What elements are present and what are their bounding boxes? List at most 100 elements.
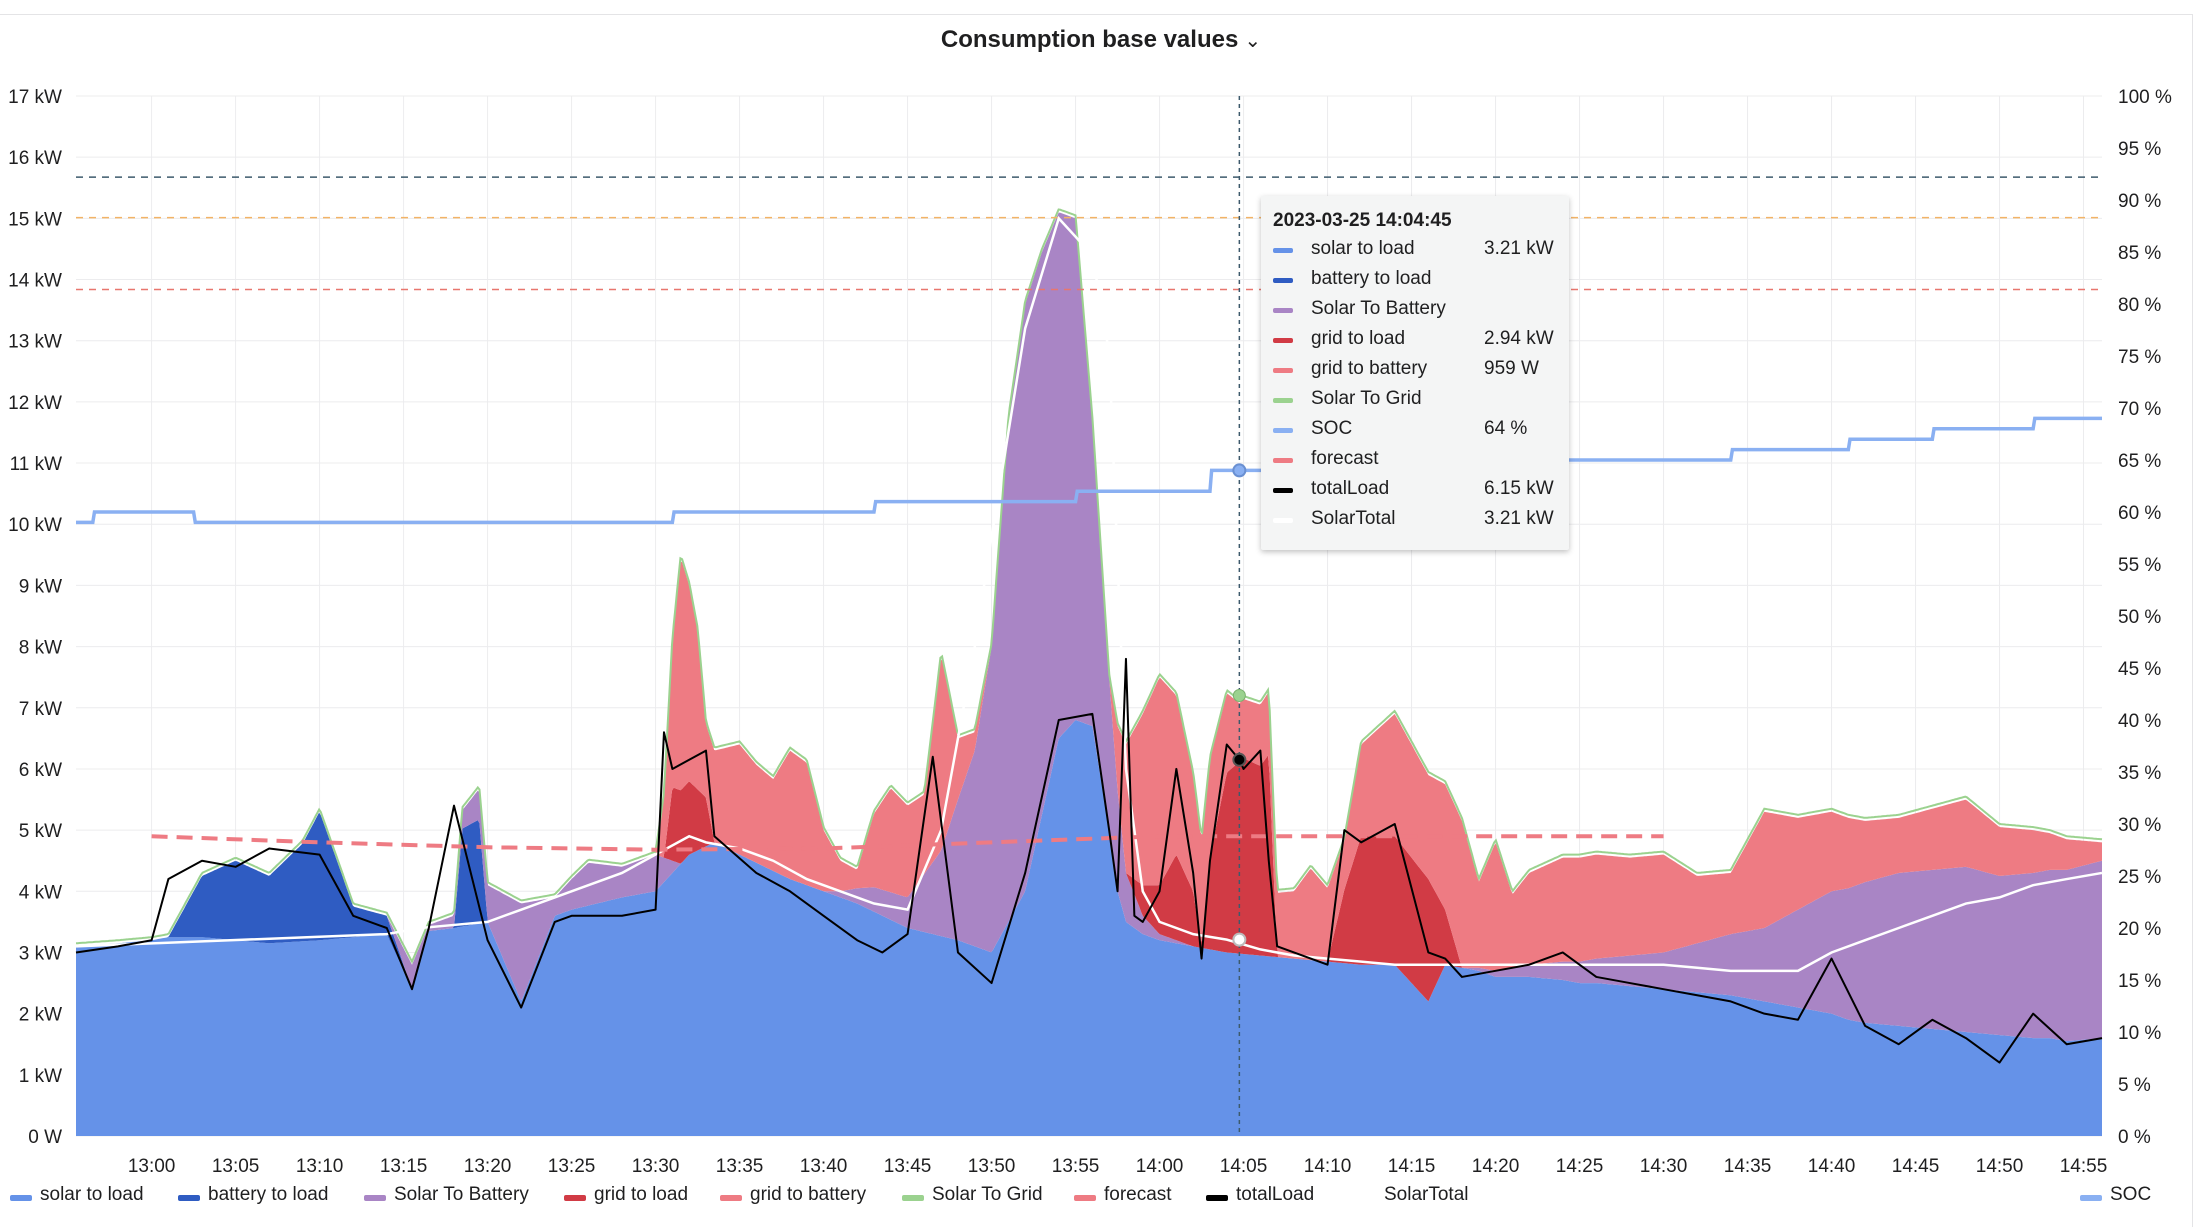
y-left-tick-label: 17 kW — [8, 87, 62, 108]
tooltip-swatch — [1273, 518, 1293, 523]
tooltip-swatch — [1273, 428, 1293, 433]
y-right-tick-label: 60 % — [2118, 503, 2161, 524]
x-tick-label: 14:10 — [1304, 1156, 1352, 1177]
x-tick-label: 14:55 — [2060, 1156, 2108, 1177]
x-tick-label: 14:00 — [1136, 1156, 1184, 1177]
panel-frame — [0, 14, 2193, 1227]
tooltip-row: battery to load — [1273, 268, 1563, 298]
y-left-tick-label: 9 kW — [19, 576, 62, 597]
tooltip-series-value: 3.21 kW — [1484, 508, 1554, 529]
tooltip-swatch — [1273, 338, 1293, 343]
series-area-solar-to-battery — [76, 212, 2102, 1042]
y-right-tick-label: 80 % — [2118, 295, 2161, 316]
y-left-tick-label: 11 kW — [10, 454, 63, 475]
y-left-tick-label: 5 kW — [19, 821, 62, 842]
tooltip-row: grid to load 2.94 kW — [1273, 328, 1563, 358]
series-area-solar-to-load — [76, 720, 2102, 1136]
series-lines — [75, 215, 2103, 1064]
y-left-tick-label: 12 kW — [8, 393, 62, 414]
y-right-tick-label: 55 % — [2118, 555, 2161, 576]
tooltip-swatch — [1273, 488, 1293, 493]
legend-label: Solar To Battery — [394, 1184, 529, 1205]
tooltip-swatch — [1273, 368, 1293, 373]
legend-swatch — [902, 1195, 924, 1201]
x-tick-label: 13:50 — [968, 1156, 1016, 1177]
x-tick-label: 14:20 — [1472, 1156, 1520, 1177]
legend-swatch — [564, 1195, 586, 1201]
x-tick-label: 13:20 — [464, 1156, 512, 1177]
threshold-lines — [76, 176, 2102, 291]
y-right-tick-label: 35 % — [2118, 763, 2161, 784]
y-right-tick-label: 85 % — [2118, 243, 2161, 264]
tooltip-series-name: forecast — [1311, 448, 1379, 469]
y-left-tick-label: 3 kW — [19, 943, 62, 964]
tooltip-series-value: 959 W — [1484, 358, 1539, 379]
tooltip-row: SolarTotal 3.21 kW — [1273, 508, 1563, 538]
x-tick-label: 14:35 — [1724, 1156, 1772, 1177]
y-right-tick-label: 45 % — [2118, 659, 2161, 680]
legend-swatch — [1354, 1195, 1376, 1201]
tooltip-row: totalLoad 6.15 kW — [1273, 478, 1563, 508]
tooltip-series-name: grid to load — [1311, 328, 1406, 349]
series-line-soc — [76, 416, 2102, 525]
legend-swatch — [720, 1195, 742, 1201]
tooltip-row: Solar To Battery — [1273, 298, 1563, 328]
y-left-tick-label: 13 kW — [8, 332, 62, 353]
y-left-tick-label: 6 kW — [19, 760, 62, 781]
chevron-down-icon[interactable]: ⌄ — [1244, 30, 1262, 52]
x-tick-label: 14:30 — [1640, 1156, 1688, 1177]
legend-label: battery to load — [208, 1184, 329, 1205]
x-tick-label: 14:50 — [1976, 1156, 2024, 1177]
x-tick-label: 14:25 — [1556, 1156, 1604, 1177]
series-line-forecast — [151, 834, 1664, 852]
tooltip-time: 2023-03-25 14:04:45 — [1273, 210, 1452, 231]
hover-tooltip: 2023-03-25 14:04:45 solar to load 3.21 kW… — [1261, 196, 1569, 550]
x-tick-label: 14:45 — [1892, 1156, 1940, 1177]
tooltip-swatch — [1273, 278, 1293, 283]
x-tick-label: 13:15 — [380, 1156, 428, 1177]
y-right-tick-label: 95 % — [2118, 139, 2161, 160]
tooltip-series-name: grid to battery — [1311, 358, 1428, 379]
tooltip-row: Solar To Grid — [1273, 388, 1563, 418]
y-left-tick-label: 7 kW — [19, 699, 62, 720]
cursor-point-solar-to-grid — [1232, 689, 1246, 703]
y-right-tick-label: 90 % — [2118, 191, 2161, 212]
tooltip-swatch — [1273, 458, 1293, 463]
tooltip-series-value: 64 % — [1484, 418, 1528, 439]
legend-label: SolarTotal — [1384, 1184, 1469, 1205]
tooltip-series-name: Solar To Grid — [1311, 388, 1422, 409]
tooltip-series-value: 2.94 kW — [1484, 328, 1554, 349]
tooltip-series-name: Solar To Battery — [1311, 298, 1446, 319]
cursor-point-solartotal — [1232, 932, 1247, 947]
y-right-tick-label: 70 % — [2118, 399, 2161, 420]
tooltip-series-value: 6.15 kW — [1484, 478, 1554, 499]
tooltip-row: grid to battery 959 W — [1273, 358, 1563, 388]
y-left-tick-label: 2 kW — [19, 1005, 62, 1026]
legend-label: SOC — [2110, 1184, 2152, 1205]
legend-swatch — [1206, 1195, 1228, 1201]
y-left-tick-label: 0 W — [28, 1127, 62, 1148]
x-tick-label: 13:30 — [632, 1156, 680, 1177]
series-line-totalload — [75, 657, 2103, 1064]
tooltip-series-name: battery to load — [1311, 268, 1432, 289]
x-tick-label: 13:35 — [716, 1156, 764, 1177]
tooltip-row: forecast — [1273, 448, 1563, 478]
x-tick-label: 13:45 — [884, 1156, 932, 1177]
y-right-tick-label: 5 % — [2118, 1075, 2151, 1096]
panel-title[interactable]: Consumption base values — [940, 26, 1239, 53]
tooltip-series-name: solar to load — [1311, 238, 1415, 259]
panel-header[interactable]: Consumption base values ⌄ — [0, 26, 2202, 54]
legend-swatch — [2080, 1195, 2102, 1201]
tooltip-series-name: totalLoad — [1311, 478, 1390, 499]
tooltip-swatch — [1273, 248, 1293, 253]
legend-label: Solar To Grid — [932, 1184, 1043, 1205]
x-tick-label: 13:55 — [1052, 1156, 1100, 1177]
y-right-tick-label: 15 % — [2118, 971, 2161, 992]
y-right-tick-label: 100 % — [2118, 87, 2172, 108]
stacked-areas — [75, 208, 2103, 1136]
y-left-tick-label: 4 kW — [19, 882, 62, 903]
y-left-tick-label: 1 kW — [19, 1066, 62, 1087]
cursor-point-soc — [1232, 463, 1247, 478]
y-right-tick-label: 20 % — [2118, 919, 2161, 940]
